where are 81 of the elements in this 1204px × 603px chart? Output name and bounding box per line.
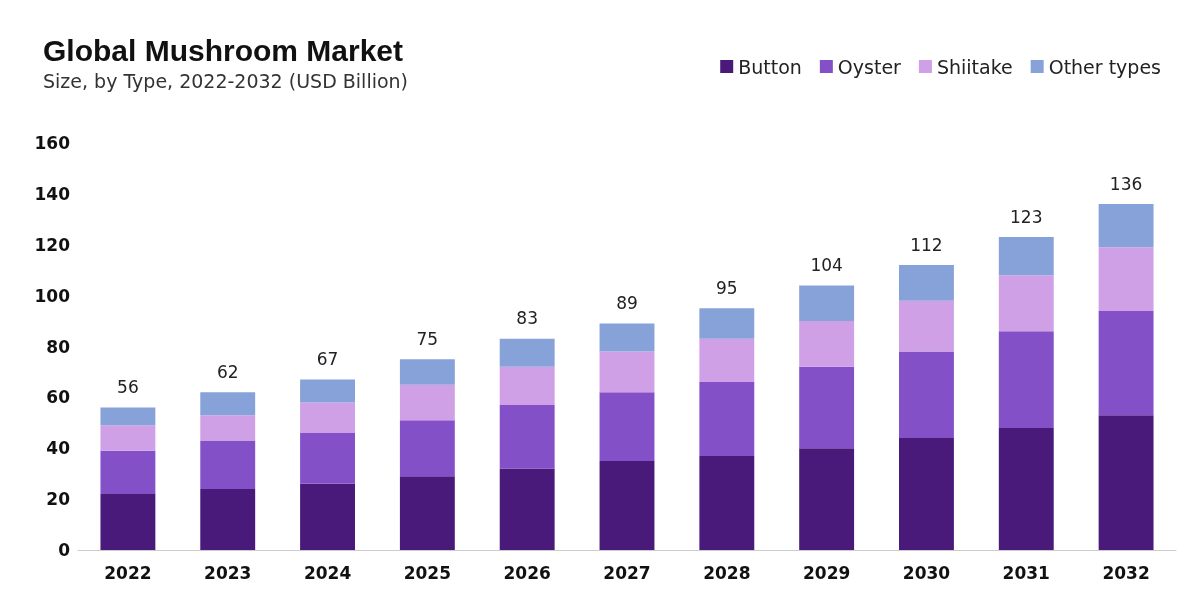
y-tick-label: 60 [46, 387, 71, 408]
bar [1098, 310, 1154, 416]
bar [1098, 204, 1154, 248]
y-tick-label: 120 [34, 234, 71, 255]
bar [200, 415, 256, 441]
x-tick-label: 2032 [1102, 562, 1150, 583]
bar [499, 338, 555, 367]
x-tick-label: 2023 [204, 562, 252, 583]
total-label: 104 [810, 254, 843, 275]
x-tick-label: 2029 [802, 562, 851, 583]
total-label: 95 [716, 277, 738, 298]
total-label: 123 [1010, 206, 1043, 227]
bar [499, 468, 555, 550]
bar [699, 338, 755, 383]
bar [300, 379, 355, 403]
x-tick-label: 2026 [503, 562, 551, 583]
bar [899, 438, 954, 550]
bar [998, 331, 1054, 428]
y-tick-label: 0 [58, 540, 71, 560]
total-label: 62 [216, 361, 239, 382]
bar [899, 265, 954, 301]
legend-label: Shiitake [936, 55, 1013, 78]
bar [998, 275, 1054, 332]
bar [799, 366, 855, 449]
bar [599, 351, 655, 393]
bar [998, 427, 1054, 550]
y-tick-label: 40 [46, 438, 71, 459]
total-label: 67 [316, 349, 339, 370]
legend-label: Other types [1048, 55, 1162, 78]
bar [300, 483, 355, 550]
y-tick-label: 100 [34, 285, 71, 306]
total-label: 112 [910, 234, 943, 255]
bar [399, 384, 455, 421]
legend-label: Button [738, 55, 802, 78]
bar [399, 359, 455, 385]
x-tick-label: 2024 [303, 562, 352, 583]
total-label: 89 [616, 293, 638, 314]
bar [200, 440, 256, 489]
bar [300, 432, 355, 484]
y-tick-label: 80 [46, 336, 71, 357]
bar [799, 321, 855, 367]
legend-label: Oyster [837, 55, 902, 78]
bar [100, 407, 156, 426]
y-tick-label: 20 [46, 489, 71, 510]
bar [100, 425, 156, 451]
bar [899, 351, 954, 439]
bar [200, 392, 256, 416]
x-tick-label: 2031 [1002, 562, 1050, 583]
x-tick-label: 2022 [104, 562, 152, 583]
x-tick-label: 2028 [703, 562, 751, 583]
bar [499, 405, 555, 469]
bar [699, 382, 755, 456]
bar [599, 392, 655, 461]
y-tick-label: 140 [34, 183, 71, 204]
bar [499, 366, 555, 406]
bar [100, 494, 156, 550]
chart-title: Global Mushroom Market [43, 33, 404, 67]
total-label: 83 [516, 308, 538, 329]
total-label: 75 [416, 328, 439, 349]
bar [799, 448, 855, 550]
bar [799, 285, 855, 322]
total-label: 56 [117, 377, 139, 398]
y-tick-label: 160 [34, 133, 71, 153]
bar [1098, 247, 1154, 311]
x-tick-label: 2027 [603, 562, 651, 583]
bar [899, 300, 954, 352]
x-tick-label: 2030 [902, 562, 951, 583]
bar [599, 460, 655, 550]
total-label: 136 [1109, 173, 1143, 194]
bar [300, 402, 355, 433]
bar [699, 455, 755, 550]
chart-subtitle: Size, by Type, 2022-2032 (USD Billion) [43, 69, 409, 92]
bar [1098, 415, 1154, 550]
bar [998, 237, 1054, 276]
bar [200, 488, 256, 550]
bar [100, 450, 156, 495]
bar [699, 308, 755, 339]
bar [399, 476, 455, 550]
bar [599, 323, 655, 352]
x-tick-label: 2025 [403, 562, 452, 583]
bar [399, 420, 455, 477]
